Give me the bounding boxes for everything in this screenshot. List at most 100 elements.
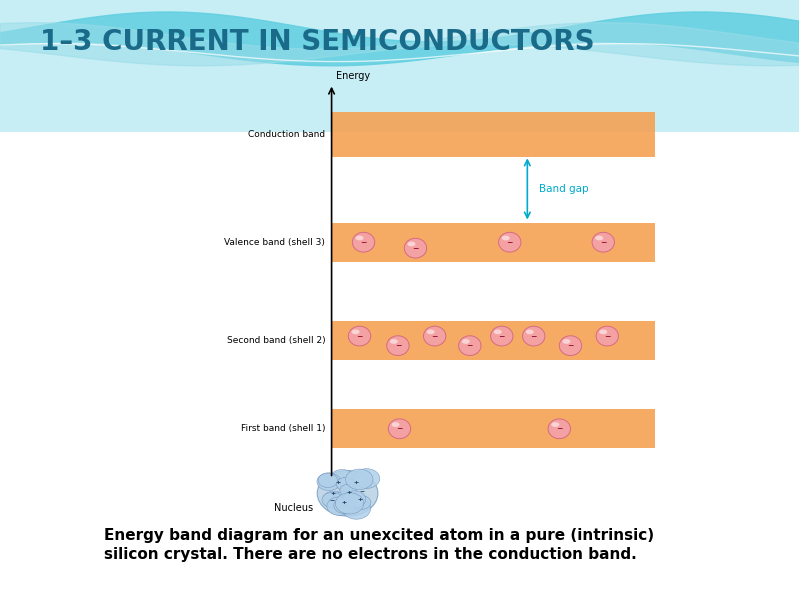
Bar bbox=[0, 39, 799, 41]
Text: −: − bbox=[431, 331, 438, 341]
Bar bbox=[332, 112, 655, 157]
Bar bbox=[0, 100, 799, 102]
Bar bbox=[0, 25, 799, 26]
Text: +: + bbox=[358, 497, 363, 502]
Ellipse shape bbox=[596, 327, 618, 346]
Text: +: + bbox=[336, 480, 340, 485]
Bar bbox=[0, 29, 799, 31]
Bar bbox=[0, 46, 799, 48]
Bar bbox=[0, 7, 799, 8]
Text: Energy: Energy bbox=[336, 71, 370, 81]
Bar bbox=[0, 43, 799, 44]
Ellipse shape bbox=[599, 329, 607, 334]
Bar bbox=[0, 28, 799, 29]
Bar bbox=[0, 17, 799, 18]
Text: −: − bbox=[329, 497, 334, 502]
Bar bbox=[0, 89, 799, 90]
Circle shape bbox=[329, 469, 355, 489]
Text: −: − bbox=[531, 331, 537, 341]
Bar bbox=[0, 64, 799, 66]
Bar bbox=[0, 3, 799, 5]
Bar bbox=[0, 5, 799, 7]
Ellipse shape bbox=[491, 327, 513, 346]
Text: +: + bbox=[353, 480, 358, 485]
Text: silicon crystal. There are no electrons in the conduction band.: silicon crystal. There are no electrons … bbox=[104, 547, 637, 563]
Text: −: − bbox=[499, 331, 505, 341]
Ellipse shape bbox=[502, 236, 510, 240]
Bar bbox=[0, 114, 799, 115]
Bar bbox=[0, 23, 799, 25]
Bar bbox=[0, 61, 799, 63]
Bar bbox=[0, 96, 799, 97]
Circle shape bbox=[345, 469, 373, 490]
Text: −: − bbox=[412, 243, 419, 253]
Ellipse shape bbox=[356, 236, 364, 240]
Circle shape bbox=[353, 469, 380, 489]
Circle shape bbox=[343, 498, 360, 511]
Bar bbox=[0, 53, 799, 54]
Circle shape bbox=[332, 491, 356, 509]
Text: −: − bbox=[396, 424, 403, 434]
Bar bbox=[0, 44, 799, 46]
Bar bbox=[0, 13, 799, 15]
Bar bbox=[0, 112, 799, 114]
Ellipse shape bbox=[390, 339, 398, 344]
Text: −: − bbox=[600, 237, 606, 247]
Ellipse shape bbox=[427, 329, 435, 334]
Text: Valence band (shell 3): Valence band (shell 3) bbox=[225, 237, 325, 247]
Ellipse shape bbox=[387, 336, 409, 355]
Text: Energy band diagram for an unexcited atom in a pure (intrinsic): Energy band diagram for an unexcited ato… bbox=[104, 527, 654, 543]
Bar bbox=[0, 2, 799, 3]
Circle shape bbox=[317, 471, 378, 516]
Bar bbox=[0, 59, 799, 61]
Bar bbox=[0, 79, 799, 81]
Bar bbox=[0, 105, 799, 107]
Ellipse shape bbox=[392, 422, 400, 427]
Bar bbox=[0, 107, 799, 109]
Bar bbox=[0, 127, 799, 128]
Ellipse shape bbox=[352, 232, 375, 252]
Text: −: − bbox=[567, 341, 574, 350]
Bar bbox=[0, 92, 799, 94]
Text: −: − bbox=[395, 341, 401, 350]
Ellipse shape bbox=[462, 339, 470, 344]
Bar bbox=[0, 50, 799, 51]
Ellipse shape bbox=[548, 419, 570, 439]
Ellipse shape bbox=[499, 232, 521, 252]
Bar bbox=[0, 97, 799, 99]
Bar bbox=[0, 36, 799, 38]
Bar bbox=[0, 76, 799, 77]
Text: −: − bbox=[556, 424, 562, 434]
Text: +: + bbox=[331, 491, 336, 496]
Bar bbox=[332, 322, 655, 360]
Circle shape bbox=[334, 497, 356, 514]
Bar bbox=[0, 87, 799, 89]
Text: +: + bbox=[347, 490, 352, 495]
Circle shape bbox=[343, 491, 366, 508]
Ellipse shape bbox=[494, 329, 502, 334]
Text: −: − bbox=[360, 237, 367, 247]
Ellipse shape bbox=[523, 327, 545, 346]
Bar bbox=[0, 118, 799, 120]
Bar bbox=[0, 84, 799, 86]
Circle shape bbox=[336, 493, 364, 514]
Bar bbox=[0, 48, 799, 50]
Bar bbox=[332, 410, 655, 448]
Circle shape bbox=[327, 497, 352, 515]
Text: Conduction band: Conduction band bbox=[248, 130, 325, 139]
Bar bbox=[0, 120, 799, 122]
Bar bbox=[0, 33, 799, 35]
Bar bbox=[0, 125, 799, 127]
Bar bbox=[0, 41, 799, 42]
Bar bbox=[0, 72, 799, 74]
Bar bbox=[332, 223, 655, 262]
Bar bbox=[0, 103, 799, 105]
Bar bbox=[0, 110, 799, 112]
Ellipse shape bbox=[459, 336, 481, 355]
Bar bbox=[0, 86, 799, 87]
Text: −: − bbox=[507, 237, 513, 247]
Bar bbox=[0, 94, 799, 95]
Text: Second band (shell 2): Second band (shell 2) bbox=[227, 336, 325, 346]
Bar bbox=[0, 0, 799, 2]
Text: −: − bbox=[356, 331, 363, 341]
